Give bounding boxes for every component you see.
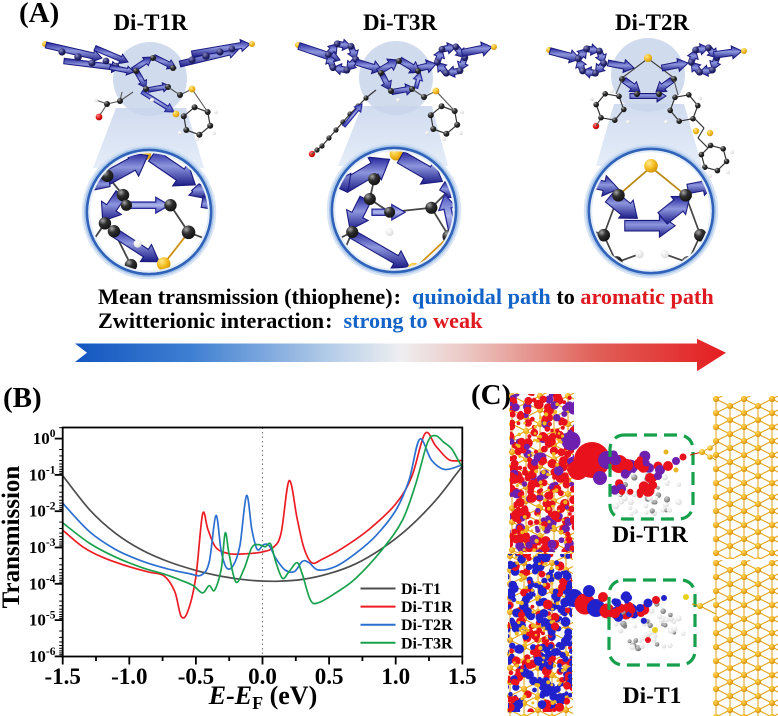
svg-text:Di-T1R: Di-T1R: [113, 10, 188, 35]
svg-text:Di-T1: Di-T1: [401, 581, 441, 598]
svg-text:E-EF (eV): E-EF (eV): [208, 681, 317, 713]
svg-text:-0.5: -0.5: [178, 664, 214, 689]
svg-text:Di-T3R: Di-T3R: [363, 10, 438, 35]
svg-text:1.0: 1.0: [381, 664, 410, 689]
svg-text:Di-T1: Di-T1: [623, 683, 682, 709]
svg-text:Di-T2R: Di-T2R: [615, 10, 690, 35]
svg-text:Zwitterionic interaction:stron: Zwitterionic interaction: strong to weak: [98, 308, 483, 333]
svg-text:(C): (C): [471, 379, 511, 411]
svg-text:Di-T3R: Di-T3R: [401, 635, 453, 652]
svg-text:Di-T1R: Di-T1R: [401, 599, 453, 616]
svg-text:0.0: 0.0: [248, 664, 277, 689]
svg-text:(B): (B): [3, 382, 42, 414]
svg-text:0.5: 0.5: [315, 664, 344, 689]
svg-text:Di-T2R: Di-T2R: [401, 617, 453, 634]
svg-text:1.5: 1.5: [448, 664, 477, 689]
svg-text:-1.0: -1.0: [111, 664, 147, 689]
svg-text:-1.5: -1.5: [44, 664, 80, 689]
svg-text:Transmission: Transmission: [0, 466, 25, 609]
svg-text:Di-T1R: Di-T1R: [612, 522, 689, 548]
svg-text:(A): (A): [19, 0, 59, 29]
